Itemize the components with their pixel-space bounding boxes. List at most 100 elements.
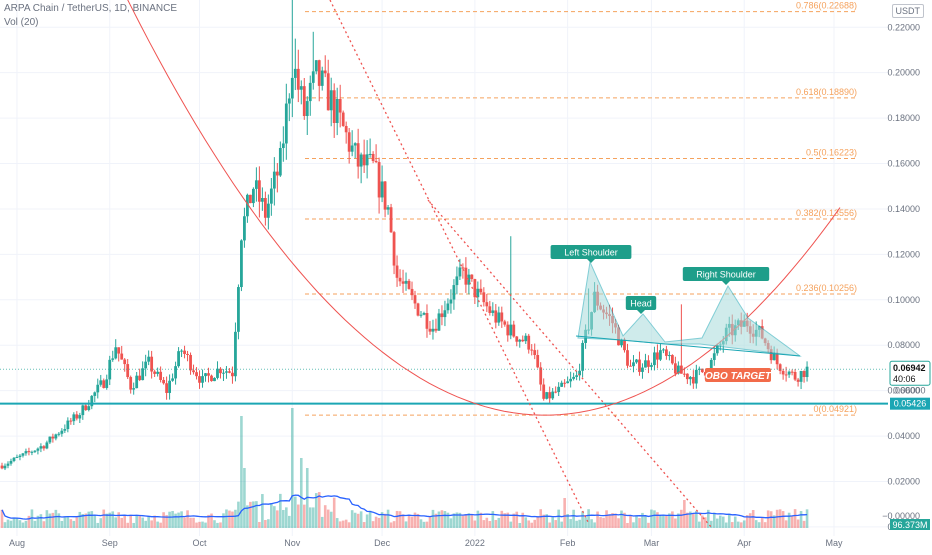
candle-body xyxy=(635,359,638,363)
candle-body xyxy=(413,295,417,304)
candle-body xyxy=(446,303,450,311)
candle-body xyxy=(560,382,564,387)
volume-bar xyxy=(291,408,294,528)
x-tick-label: Oct xyxy=(193,538,208,548)
volume-bar xyxy=(455,512,459,528)
candle-body xyxy=(93,392,97,396)
candle-body xyxy=(33,450,37,452)
candle-body xyxy=(656,352,659,360)
candle-body xyxy=(772,353,776,361)
volume-bar xyxy=(54,509,58,528)
volume-bar xyxy=(374,516,378,528)
x-tick-label: Apr xyxy=(737,538,751,548)
candle-body xyxy=(653,352,656,366)
volume-bar xyxy=(644,516,647,528)
volume-bar xyxy=(90,511,94,528)
candle-body xyxy=(228,371,231,373)
volume-bar xyxy=(766,510,770,528)
candle-body xyxy=(398,277,402,282)
volume-bar xyxy=(210,513,213,528)
candle-body xyxy=(15,457,19,459)
volume-bar xyxy=(452,513,456,528)
candle-body xyxy=(557,386,561,393)
time-axis: Aug Sep Oct Nov Dec 2022 Feb Mar Apr May xyxy=(0,536,888,550)
candle-body xyxy=(566,381,570,384)
volume-bar xyxy=(84,513,88,528)
volume-bar xyxy=(273,506,276,528)
candle-body xyxy=(682,373,686,375)
candle-body xyxy=(147,356,151,362)
volume-bar xyxy=(21,522,25,528)
volume-bar xyxy=(712,512,716,528)
left-shoulder-label-bg xyxy=(550,245,632,259)
candle-body xyxy=(371,153,375,161)
volume-bar xyxy=(730,522,734,528)
volume-bar xyxy=(464,514,468,528)
candle-body xyxy=(485,302,489,307)
candle-body xyxy=(90,395,94,407)
candle-body xyxy=(799,371,803,382)
volume-bar xyxy=(192,517,195,528)
candle-body xyxy=(36,448,40,451)
volume-bar xyxy=(153,515,156,528)
candle-body xyxy=(308,82,312,102)
volume-bar xyxy=(617,518,620,528)
volume-bar xyxy=(695,510,698,528)
volume-bar xyxy=(518,522,522,528)
candle-body xyxy=(293,68,297,78)
volume-bar xyxy=(159,522,162,528)
candle-body xyxy=(374,160,378,163)
volume-bar xyxy=(599,517,602,528)
candle-body xyxy=(793,371,797,380)
candle-body xyxy=(365,154,369,166)
candle-body xyxy=(213,377,216,382)
volume-bar xyxy=(350,510,354,528)
y-tick-label: 0.12000 xyxy=(887,249,920,259)
candle-body xyxy=(150,356,154,372)
candle-body xyxy=(781,370,785,375)
candle-body xyxy=(177,351,180,367)
volume-bar xyxy=(282,509,285,528)
volume-bar xyxy=(183,517,186,528)
volume-bar xyxy=(135,515,138,528)
candle-body xyxy=(290,77,294,99)
y-tick-label: 0.22000 xyxy=(887,22,920,32)
volume-bar xyxy=(386,509,390,528)
candle-body xyxy=(195,372,198,377)
volume-bar xyxy=(479,512,483,528)
candle-body xyxy=(512,324,516,337)
candle-body xyxy=(395,265,399,278)
currency-label[interactable]: USDT xyxy=(891,4,924,18)
candle-body xyxy=(198,376,201,383)
candle-body xyxy=(257,180,261,202)
candle-body xyxy=(329,90,333,111)
volume-bar xyxy=(317,492,321,528)
volume-bar xyxy=(805,509,809,528)
candle-body xyxy=(401,281,405,284)
volume-bar xyxy=(344,519,348,528)
volume-bar xyxy=(189,517,192,528)
candle-body xyxy=(700,368,704,373)
candle-body xyxy=(805,366,809,378)
candle-body xyxy=(497,312,501,323)
volume-bar xyxy=(665,515,668,528)
volume-bar xyxy=(410,516,414,528)
candle-body xyxy=(494,310,498,323)
candle-body xyxy=(210,375,213,382)
candle-body xyxy=(452,285,456,300)
candle-body xyxy=(670,355,674,364)
drawn-lines xyxy=(0,0,888,529)
volume-bar xyxy=(668,513,671,528)
volume-bar xyxy=(213,520,216,528)
volume-bar xyxy=(467,513,471,528)
fibonacci-levels: 0.786(0.22688) 0.618(0.18890) 0.5(0.16223)… xyxy=(305,1,858,416)
volume-bar xyxy=(120,517,124,528)
volume-bar xyxy=(225,509,228,528)
candle-body xyxy=(269,188,273,204)
candle-body xyxy=(518,339,522,342)
volume-bar xyxy=(186,510,189,528)
volume-bar xyxy=(311,507,315,528)
volume-bar xyxy=(437,511,441,528)
